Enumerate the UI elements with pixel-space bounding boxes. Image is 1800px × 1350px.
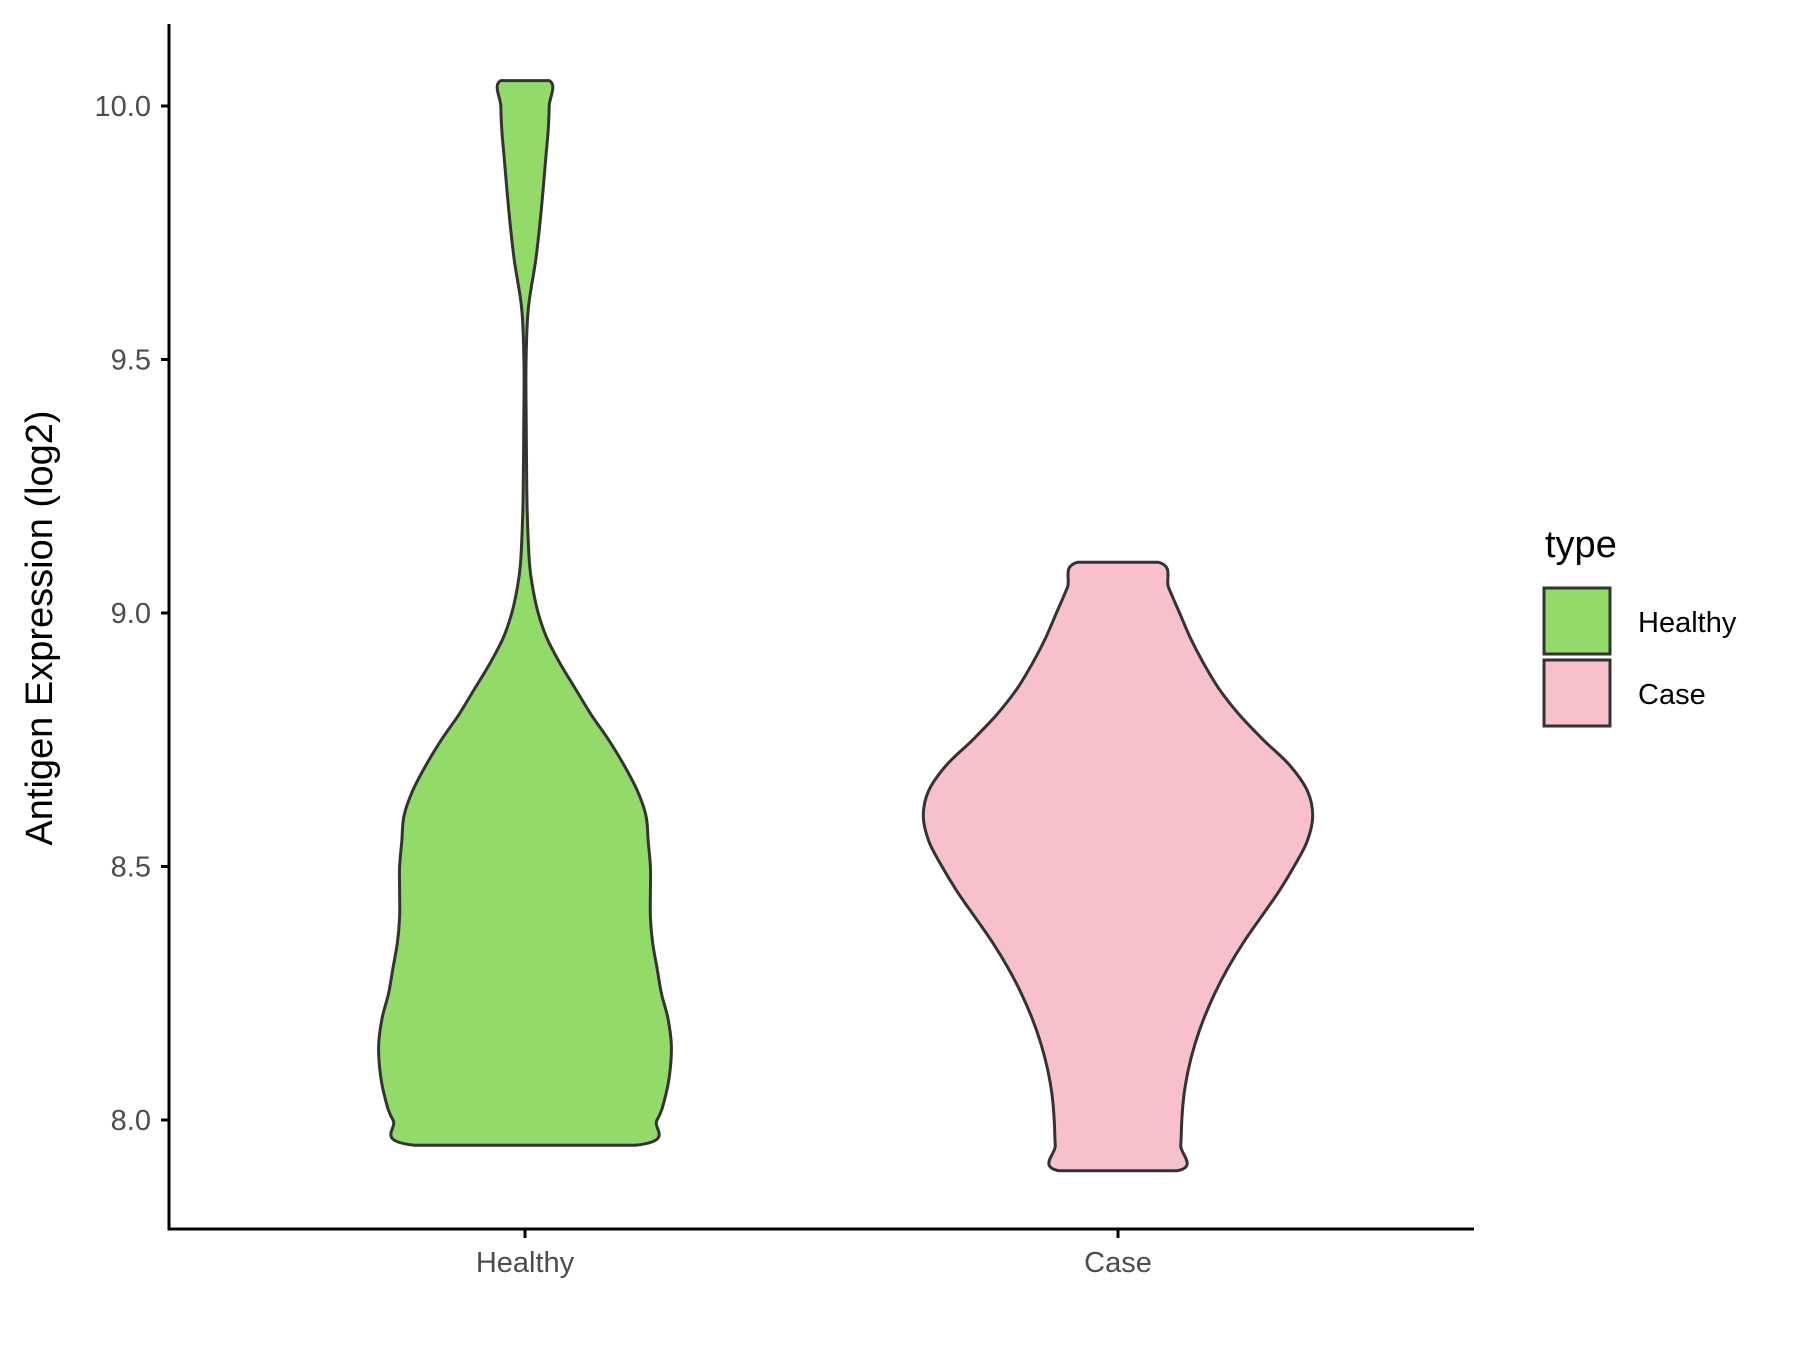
y-tick-label: 8.5 <box>111 852 151 884</box>
legend-title: type <box>1545 524 1617 566</box>
legend-key-case <box>1542 658 1612 728</box>
violin-case <box>921 560 1315 1173</box>
x-tick-label: Case <box>1084 1247 1152 1279</box>
x-axis-ticks: Healthy Case <box>476 1229 1152 1279</box>
y-tick-label: 9.5 <box>111 345 151 377</box>
y-axis-title: Antigen Expression (log2) <box>19 410 61 845</box>
violin-layer <box>377 79 1315 1173</box>
y-axis-ticks: 8.0 8.5 9.0 9.5 10.0 <box>95 91 169 1137</box>
y-tick-label: 10.0 <box>95 91 151 123</box>
legend-key-healthy <box>1542 586 1612 656</box>
legend-items: Healthy Case <box>1542 586 1737 728</box>
y-tick-label: 9.0 <box>111 598 151 630</box>
legend: type Healthy Case <box>1542 524 1737 728</box>
violin-healthy <box>377 79 673 1147</box>
legend-label-healthy: Healthy <box>1638 607 1737 639</box>
x-tick-label: Healthy <box>476 1247 575 1279</box>
legend-label-case: Case <box>1638 679 1706 711</box>
y-tick-label: 8.0 <box>111 1105 151 1137</box>
